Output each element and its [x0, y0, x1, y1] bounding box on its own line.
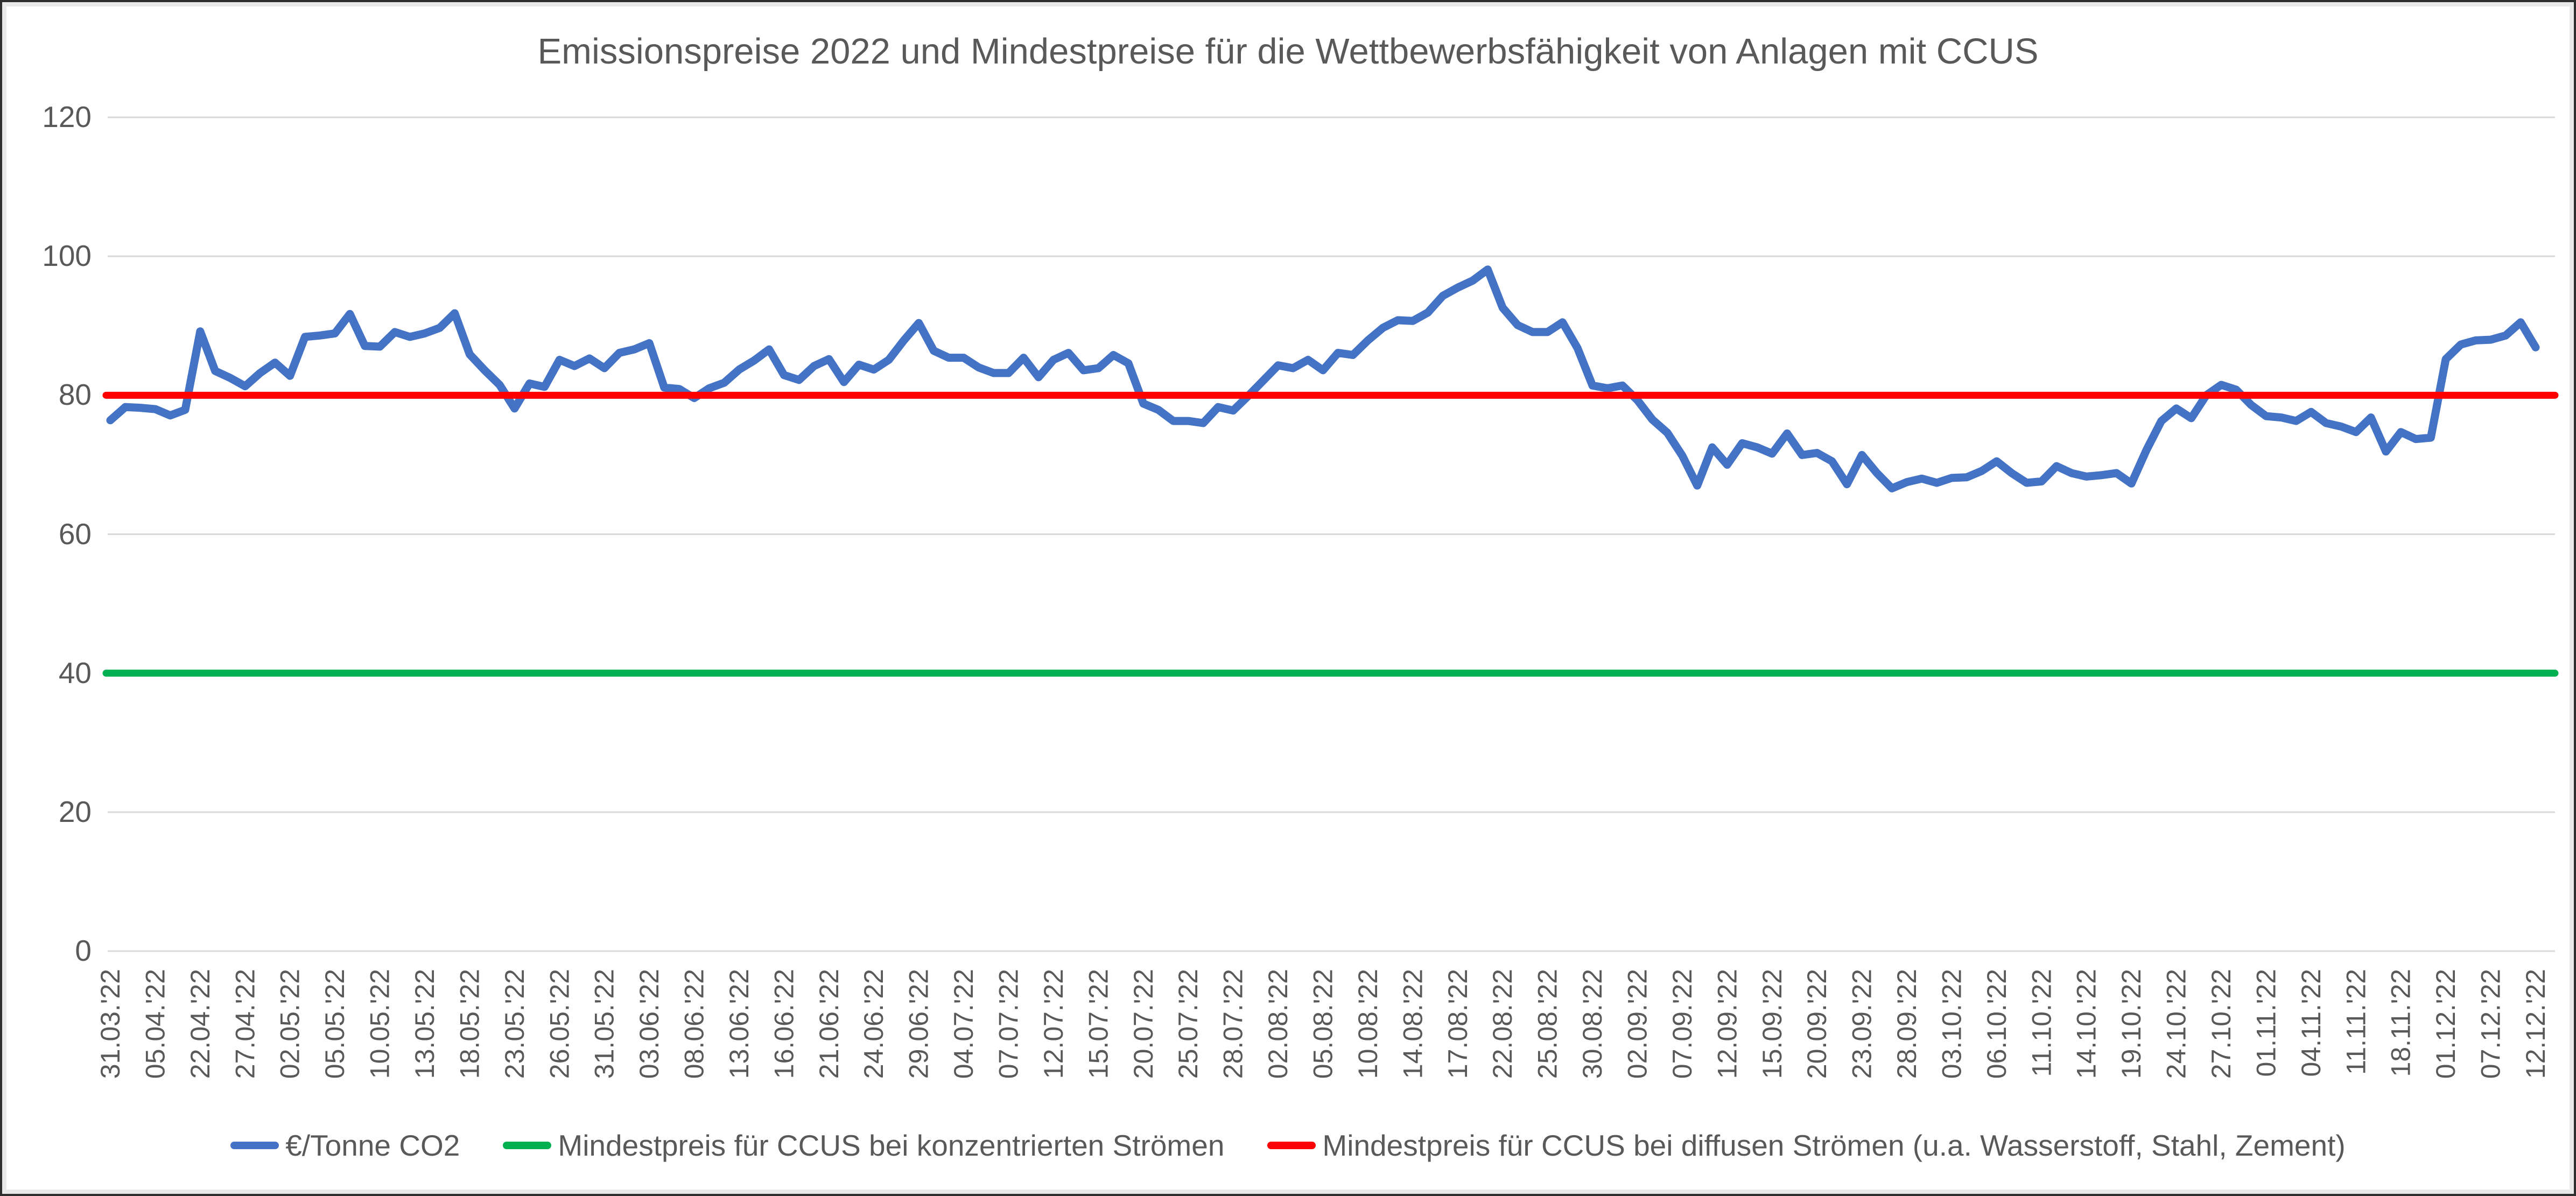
x-tick-label-12.12.'22: 12.12.'22: [2521, 969, 2551, 1079]
legend-label-konzentriert: Mindestpreis für CCUS bei konzentrierten…: [558, 1129, 1225, 1162]
x-tick-label-07.07.'22: 07.07.'22: [994, 969, 1024, 1079]
x-tick-label-28.07.'22: 28.07.'22: [1218, 969, 1248, 1079]
x-tick-label-11.10.'22: 11.10.'22: [2026, 969, 2056, 1077]
x-tick-label-25.07.'22: 25.07.'22: [1173, 969, 1203, 1079]
x-tick-label-06.10.'22: 06.10.'22: [1982, 969, 2012, 1079]
x-tick-label-23.05.'22: 23.05.'22: [500, 969, 530, 1079]
x-tick-label-24.06.'22: 24.06.'22: [859, 969, 889, 1079]
y-tick-label-100: 100: [42, 239, 92, 273]
x-tick-label-31.03.'22: 31.03.'22: [95, 969, 125, 1079]
legend-item-konzentriert: Mindestpreis für CCUS bei konzentrierten…: [503, 1128, 1224, 1163]
y-tick-label-120: 120: [42, 100, 92, 133]
x-tick-label-13.05.'22: 13.05.'22: [410, 969, 440, 1079]
legend-label-diffus: Mindestpreis für CCUS bei diffusen Ström…: [1322, 1129, 2346, 1162]
x-tick-label-27.10.'22: 27.10.'22: [2206, 969, 2236, 1079]
x-tick-label-28.09.'22: 28.09.'22: [1892, 969, 1922, 1079]
x-tick-label-04.07.'22: 04.07.'22: [949, 969, 979, 1079]
x-tick-label-21.06.'22: 21.06.'22: [814, 969, 844, 1079]
x-tick-label-04.11.'22: 04.11.'22: [2296, 969, 2326, 1077]
x-tick-label-17.08.'22: 17.08.'22: [1443, 969, 1473, 1079]
x-tick-label-11.11.'22: 11.11.'22: [2341, 969, 2371, 1075]
x-tick-label-24.10.'22: 24.10.'22: [2161, 969, 2192, 1079]
x-tick-label-15.07.'22: 15.07.'22: [1083, 969, 1113, 1079]
x-tick-label-29.06.'22: 29.06.'22: [904, 969, 934, 1079]
y-tick-label-20: 20: [58, 794, 92, 828]
chart-title: Emissionspreise 2022 und Mindestpreise f…: [537, 31, 2039, 72]
x-tick-label-22.08.'22: 22.08.'22: [1487, 969, 1518, 1079]
x-tick-label-15.09.'22: 15.09.'22: [1757, 969, 1787, 1079]
x-tick-label-22.04.'22: 22.04.'22: [185, 969, 215, 1079]
chart-legend: €/Tonne CO2 Mindestpreis für CCUS bei ko…: [0, 1128, 2576, 1163]
x-tick-label-30.08.'22: 30.08.'22: [1577, 969, 1608, 1079]
x-tick-label-27.04.'22: 27.04.'22: [230, 969, 260, 1079]
x-tick-label-05.05.'22: 05.05.'22: [320, 969, 350, 1079]
y-tick-label-0: 0: [75, 934, 92, 967]
x-tick-label-02.08.'22: 02.08.'22: [1263, 969, 1293, 1079]
x-tick-label-14.08.'22: 14.08.'22: [1398, 969, 1428, 1079]
x-tick-label-19.10.'22: 19.10.'22: [2116, 969, 2146, 1079]
x-tick-label-26.05.'22: 26.05.'22: [544, 969, 574, 1079]
x-tick-label-08.06.'22: 08.06.'22: [679, 969, 710, 1079]
x-tick-label-02.09.'22: 02.09.'22: [1622, 969, 1652, 1079]
y-tick-label-60: 60: [58, 517, 92, 551]
x-tick-label-02.05.'22: 02.05.'22: [275, 969, 305, 1079]
x-tick-label-18.05.'22: 18.05.'22: [454, 969, 485, 1079]
x-tick-label-13.06.'22: 13.06.'22: [724, 969, 754, 1079]
y-tick-label-80: 80: [58, 378, 92, 412]
x-tick-label-20.07.'22: 20.07.'22: [1128, 969, 1159, 1079]
legend-label-eua: €/Tonne CO2: [285, 1129, 460, 1162]
x-tick-label-20.09.'22: 20.09.'22: [1802, 969, 1832, 1079]
x-tick-label-23.09.'22: 23.09.'22: [1847, 969, 1877, 1079]
x-tick-label-03.06.'22: 03.06.'22: [634, 969, 664, 1079]
x-tick-label-05.04.'22: 05.04.'22: [140, 969, 170, 1079]
x-tick-label-14.10.'22: 14.10.'22: [2072, 969, 2102, 1079]
x-tick-label-01.12.'22: 01.12.'22: [2431, 969, 2461, 1079]
x-tick-label-16.06.'22: 16.06.'22: [769, 969, 799, 1079]
x-tick-label-10.05.'22: 10.05.'22: [365, 969, 395, 1079]
x-tick-label-18.11.'22: 18.11.'22: [2386, 969, 2416, 1077]
x-tick-label-01.11.'22: 01.11.'22: [2251, 969, 2281, 1077]
x-tick-label-31.05.'22: 31.05.'22: [589, 969, 620, 1079]
legend-swatch-green-line: [503, 1142, 552, 1149]
x-tick-label-03.10.'22: 03.10.'22: [1936, 969, 1967, 1079]
x-tick-label-10.08.'22: 10.08.'22: [1353, 969, 1383, 1079]
x-tick-label-25.08.'22: 25.08.'22: [1533, 969, 1563, 1079]
y-tick-label-40: 40: [58, 656, 92, 690]
legend-item-eua: €/Tonne CO2: [230, 1128, 460, 1163]
x-tick-label-07.09.'22: 07.09.'22: [1667, 969, 1697, 1079]
legend-swatch-blue-line: [230, 1142, 279, 1149]
price-line-eua: [106, 265, 2540, 493]
x-tick-label-05.08.'22: 05.08.'22: [1308, 969, 1338, 1079]
legend-item-diffus: Mindestpreis für CCUS bei diffusen Ström…: [1267, 1128, 2346, 1163]
x-tick-label-12.07.'22: 12.07.'22: [1038, 969, 1069, 1079]
legend-swatch-red-line: [1267, 1142, 1316, 1149]
x-tick-label-07.12.'22: 07.12.'22: [2476, 969, 2506, 1079]
x-tick-label-12.09.'22: 12.09.'22: [1712, 969, 1742, 1079]
